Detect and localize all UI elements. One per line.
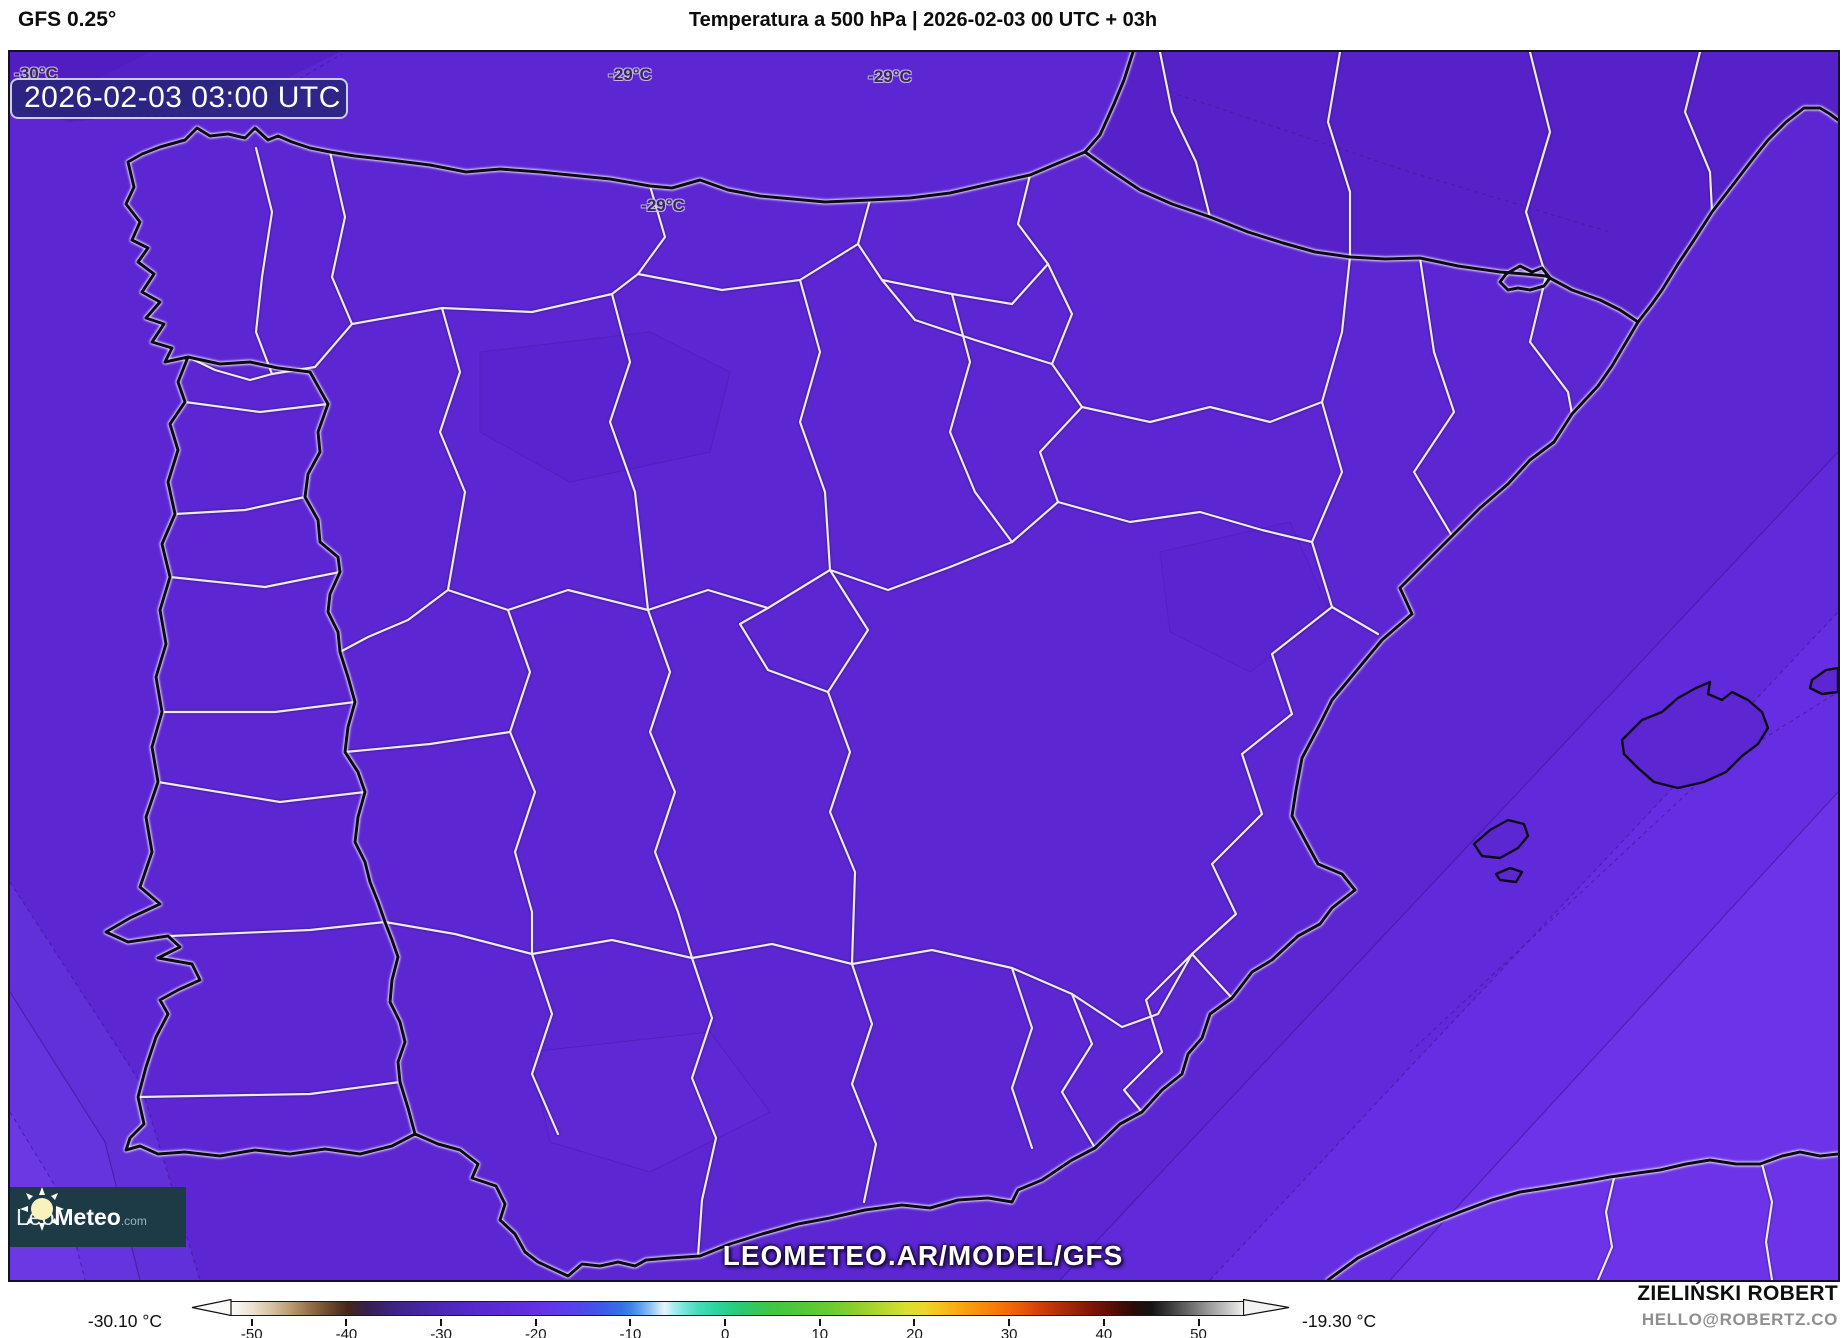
colorbar-tick — [534, 1319, 537, 1326]
colorbar-tick-label: 0 — [720, 1326, 730, 1338]
temp-contour-label: -29°C — [641, 196, 685, 215]
temp-contour-label: -29°C — [868, 67, 912, 86]
colorbar-tick-label: 40 — [1095, 1326, 1113, 1338]
formentera-island — [1494, 866, 1524, 884]
leometeo-logo: LeoMeteo.com — [10, 1187, 186, 1247]
colorbar-tick — [1197, 1319, 1200, 1326]
map-graphics — [10, 52, 1838, 1280]
region-borders — [136, 52, 1774, 1280]
colorbar-tick-label: -10 — [619, 1326, 642, 1338]
colorbar-tick — [345, 1319, 348, 1326]
pyrenees-border — [1083, 150, 1640, 324]
colorbar-tick-label: -30 — [430, 1326, 452, 1338]
sun-icon — [20, 1187, 64, 1231]
colorbar-tick-label: 20 — [906, 1326, 923, 1338]
ibiza-island — [1472, 818, 1530, 860]
colorbar-tick — [250, 1319, 253, 1326]
author-credit: ZIELIŃSKI ROBERT — [1637, 1282, 1838, 1305]
menorca-island — [1808, 666, 1838, 696]
colorbar-tick — [629, 1319, 632, 1326]
colorbar-max-label: -19.30 °C — [1302, 1311, 1377, 1331]
colorbar-tick — [818, 1319, 821, 1326]
andorra-border — [1498, 264, 1552, 292]
colorbar-tick-label: -20 — [524, 1326, 547, 1338]
colorbar-tick-label: -40 — [335, 1326, 358, 1338]
coastline — [104, 52, 1838, 1280]
model-label: GFS 0.25° — [18, 8, 117, 31]
colorbar-tick — [913, 1319, 916, 1326]
balearic-islands — [1472, 666, 1838, 884]
colorbar-tick-label: -50 — [240, 1326, 263, 1338]
temp-contour-label: -29°C — [608, 65, 652, 84]
colorbar-tick-label: 30 — [1000, 1326, 1018, 1338]
colorbar-tick-label: 50 — [1190, 1326, 1207, 1338]
african-coast — [1326, 1150, 1838, 1280]
colorbar-tick — [440, 1319, 443, 1326]
logo-wordmark: LeoMeteo.com — [16, 1203, 147, 1230]
temperature-colorbar — [230, 1301, 1245, 1316]
contact-credit: HELLO@ROBERTZ.CO — [1641, 1310, 1838, 1329]
colorbar-tick-label: 10 — [811, 1326, 829, 1338]
colorbar-tick — [1008, 1319, 1011, 1326]
page-title: Temperatura a 500 hPa | 2026-02-03 00 UT… — [688, 9, 1158, 31]
portugal-spain-border — [186, 355, 417, 1136]
timestamp-badge: 2026-02-03 03:00 UTC — [10, 78, 348, 119]
colorbar-min-label: -30.10 °C — [87, 1311, 162, 1331]
map-canvas: -30°C -29°C -29°C -29°C 2026-02-03 03:00 UT… — [8, 50, 1840, 1282]
mallorca-island — [1620, 680, 1770, 790]
colorbar-left-arrow — [191, 1299, 232, 1316]
colorbar-right-arrow — [1243, 1299, 1290, 1316]
colorbar-tick — [1102, 1319, 1105, 1326]
colorbar-tick — [724, 1319, 727, 1326]
watermark-text: LEOMETEO.AR/MODEL/GFS — [722, 1240, 1124, 1271]
